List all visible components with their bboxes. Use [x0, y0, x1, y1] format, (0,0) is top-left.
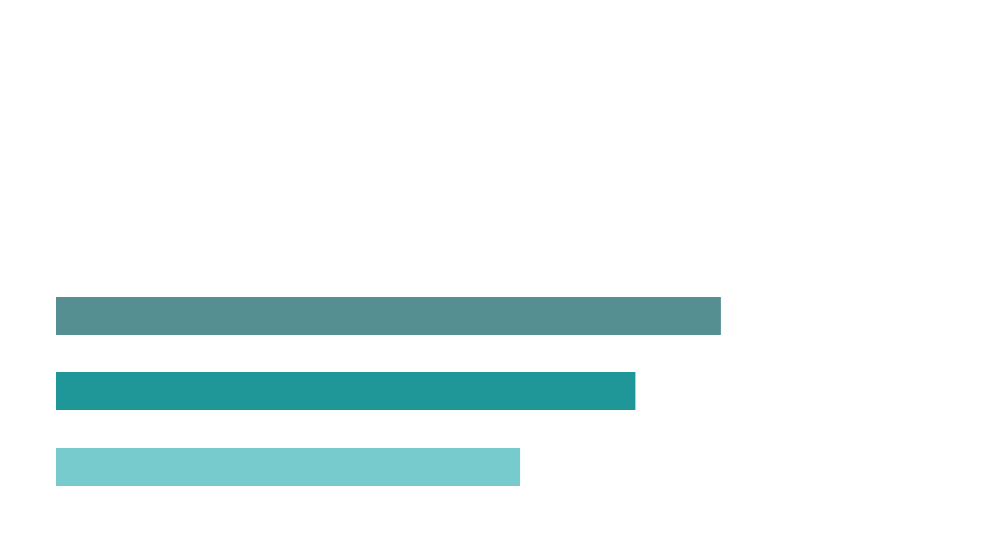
bar-3 — [56, 448, 521, 486]
bar-2 — [56, 372, 636, 410]
bar-1 — [56, 297, 721, 335]
bars-layer — [56, 297, 721, 486]
